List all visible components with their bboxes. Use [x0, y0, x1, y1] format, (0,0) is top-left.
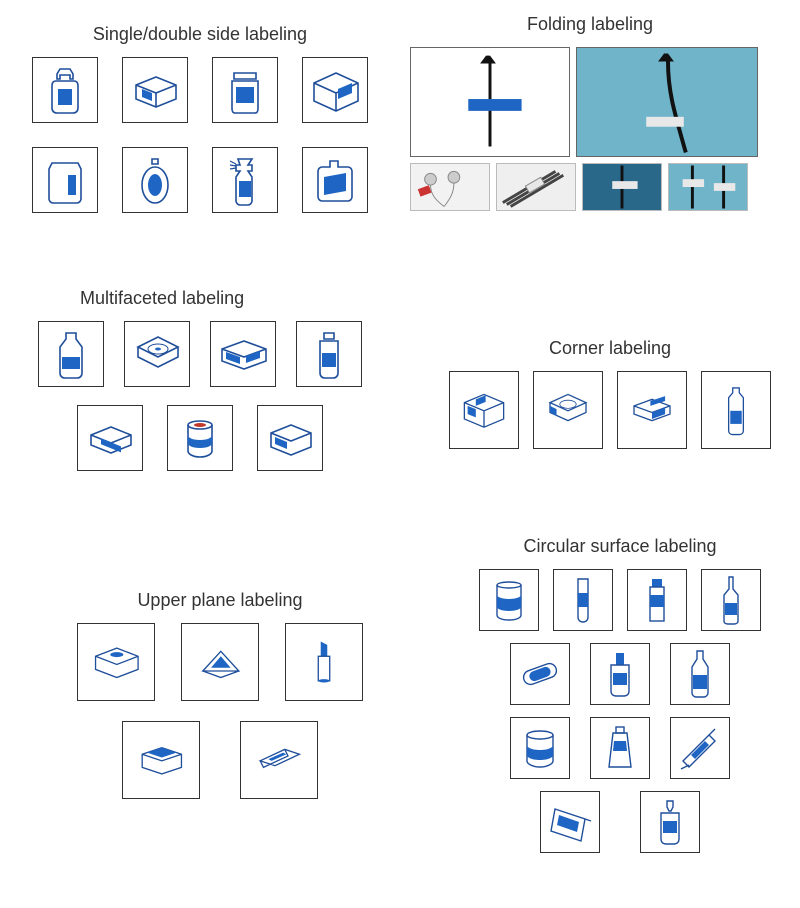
grid-circular-r2 [460, 643, 780, 705]
section-corner: Corner labeling [440, 338, 780, 449]
thumb-cables-bundle [496, 163, 576, 211]
icon-flat-box [122, 57, 188, 123]
section-single-double: Single/double side labeling [20, 24, 380, 213]
icon-nail-polish [590, 643, 650, 705]
grid-circular-r4 [460, 791, 780, 853]
section-circular: Circular surface labeling [460, 536, 780, 853]
grid-multifaceted-r2 [20, 405, 380, 471]
title-upper-plane: Upper plane labeling [60, 590, 380, 611]
section-folding: Folding labeling [410, 14, 770, 211]
grid-corner [440, 371, 780, 449]
grid-single-double [20, 57, 380, 213]
icon-dropper-bottle [640, 791, 700, 853]
icon-narrow-bottle [670, 643, 730, 705]
icon-cup [510, 717, 570, 779]
section-upper-plane: Upper plane labeling [60, 590, 380, 799]
grid-upper-r1 [60, 623, 380, 701]
icon-open-tray [122, 721, 200, 799]
grid-upper-r2 [60, 721, 380, 799]
icon-carton [302, 57, 368, 123]
thumb-cord-tag-blue [582, 163, 662, 211]
thumb-earbuds [410, 163, 490, 211]
folding-thumb-row [410, 163, 770, 211]
icon-tissue-box-top [77, 623, 155, 701]
folding-photo-panel [576, 47, 758, 157]
icon-marker [627, 569, 687, 631]
icon-pouch [32, 147, 98, 213]
icon-cup-jar [167, 405, 233, 471]
icon-carton-corner [449, 371, 519, 449]
icon-flat-carton [210, 321, 276, 387]
title-single-double: Single/double side labeling [20, 24, 380, 45]
icon-wine-bottle [701, 569, 761, 631]
icon-jerrycan [302, 147, 368, 213]
icon-wide-jar [212, 57, 278, 123]
icon-spray-bottle [212, 147, 278, 213]
icon-triangle-pack [181, 623, 259, 701]
icon-detergent-bottle [32, 57, 98, 123]
icon-disc-case [124, 321, 190, 387]
icon-tray-corner [617, 371, 687, 449]
icon-oval-bottle [122, 147, 188, 213]
grid-circular-r1 [460, 569, 780, 631]
icon-syringe [670, 717, 730, 779]
icon-milk-bottle [38, 321, 104, 387]
icon-tray [77, 405, 143, 471]
icon-test-tube [553, 569, 613, 631]
infographic-page: Single/double side labeling Folding labe… [0, 0, 800, 908]
title-circular: Circular surface labeling [460, 536, 780, 557]
title-folding: Folding labeling [410, 14, 770, 35]
grid-circular-r3 [460, 717, 780, 779]
icon-tissue-box [257, 405, 323, 471]
folding-schematic-panel [410, 47, 570, 157]
thumb-two-cord-tags [668, 163, 748, 211]
grid-multifaceted-r1 [20, 321, 380, 387]
folding-main-row [410, 47, 770, 157]
icon-squeeze-tube [590, 717, 650, 779]
icon-capsule [510, 643, 570, 705]
icon-lipstick [285, 623, 363, 701]
icon-sachet [240, 721, 318, 799]
title-multifaceted: Multifaceted labeling [80, 288, 380, 309]
icon-tube-pointed [540, 791, 600, 853]
icon-tall-bottle-corner [701, 371, 771, 449]
title-corner: Corner labeling [440, 338, 780, 359]
icon-disc-case-corner [533, 371, 603, 449]
icon-pharma-bottle [296, 321, 362, 387]
icon-wide-jar-round [479, 569, 539, 631]
section-multifaceted: Multifaceted labeling [20, 288, 380, 471]
